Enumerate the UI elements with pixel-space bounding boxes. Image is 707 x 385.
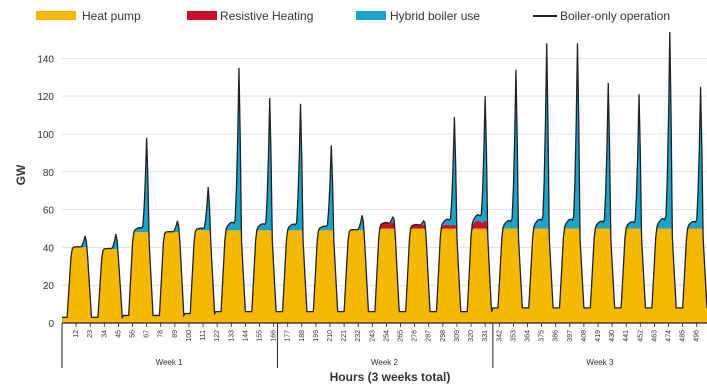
legend-label-boiler-only-operation: Boiler-only operation <box>560 9 670 23</box>
x-tick-label: 243 <box>369 330 376 342</box>
x-tick-label: 254 <box>383 330 390 342</box>
x-tick-label: 23 <box>87 330 94 338</box>
x-tick-label: 144 <box>242 330 249 342</box>
x-tick-label: 67 <box>144 330 151 338</box>
y-tick-label: 0 <box>48 319 54 330</box>
legend-label-hybrid-boiler-use: Hybrid boiler use <box>390 9 480 23</box>
legend-swatch-hybrid-boiler-use <box>356 11 386 20</box>
x-tick-label: 441 <box>623 330 630 342</box>
y-tick-labels: 0 20 40 60 80 100 120 140 <box>37 54 54 330</box>
y-tick-label: 100 <box>37 130 54 141</box>
x-tick-label: 364 <box>524 330 531 342</box>
x-tick-label: 232 <box>355 330 362 342</box>
legend-item-resistive-heating: Resistive Heating <box>187 9 313 23</box>
legend-item-heat-pump: Heat pump <box>36 9 141 23</box>
x-tick-label: 463 <box>651 330 658 342</box>
x-tick-labels: 12 23 34 45 56 67 78 89 100 111 122 133 … <box>73 330 701 342</box>
x-tick-label: 353 <box>510 330 517 342</box>
x-tick-label: 496 <box>694 330 701 342</box>
x-tick-label: 298 <box>440 330 447 342</box>
week-label-2: Week 2 <box>371 358 399 367</box>
x-tick-label: 485 <box>680 330 687 342</box>
y-tick-label: 60 <box>43 206 55 217</box>
legend-item-boiler-only-operation: Boiler-only operation <box>533 9 670 23</box>
x-tick-label: 100 <box>186 330 193 342</box>
week-labels: Week 1 Week 2 Week 3 <box>156 358 614 367</box>
x-tick-label: 397 <box>567 330 574 342</box>
x-tick-label: 12 <box>73 330 80 338</box>
week-label-1: Week 1 <box>156 358 184 367</box>
x-tick-label: 331 <box>482 330 489 342</box>
x-tick-label: 408 <box>581 330 588 342</box>
x-tick-label: 177 <box>285 330 292 342</box>
x-tick-label: 133 <box>228 330 235 342</box>
x-tick-label: 188 <box>299 330 306 342</box>
line-boiler-only-operation <box>62 31 707 320</box>
x-tick-label: 419 <box>595 330 602 342</box>
y-tick-label: 120 <box>37 92 54 103</box>
area-hybrid-boiler-use <box>62 33 707 318</box>
x-axis-title: Hours (3 weeks total) <box>330 370 451 384</box>
x-tick-label: 342 <box>496 330 503 342</box>
x-tick-label: 375 <box>539 330 546 342</box>
x-tick-label: 309 <box>454 330 461 342</box>
y-tick-label: 80 <box>43 168 55 179</box>
x-tick-label: 430 <box>609 330 616 342</box>
x-tick-label: 34 <box>101 330 108 338</box>
plot-areas <box>62 31 707 323</box>
x-tick-label: 210 <box>327 330 334 342</box>
legend-label-resistive-heating: Resistive Heating <box>220 9 313 23</box>
x-tick-label: 56 <box>130 330 137 338</box>
week-label-3: Week 3 <box>586 358 614 367</box>
area-heat-pump <box>62 228 707 323</box>
x-tick-label: 265 <box>398 330 405 342</box>
y-tick-label: 140 <box>37 54 54 65</box>
legend-swatch-resistive-heating <box>187 11 217 20</box>
legend-item-hybrid-boiler-use: Hybrid boiler use <box>356 9 480 23</box>
x-tick-label: 276 <box>412 330 419 342</box>
legend-swatch-heat-pump <box>36 11 76 20</box>
x-tick-label: 474 <box>666 330 673 342</box>
x-tick-label: 320 <box>468 330 475 342</box>
x-tick-label: 221 <box>341 330 348 342</box>
x-tick-label: 45 <box>115 330 122 338</box>
x-tick-label: 155 <box>256 330 263 342</box>
x-tick-label: 386 <box>553 330 560 342</box>
x-tick-label: 122 <box>214 330 221 342</box>
x-axis <box>61 322 707 368</box>
y-tick-label: 40 <box>43 243 55 254</box>
y-tick-label: 20 <box>43 281 55 292</box>
legend: Heat pump Resistive Heating Hybrid boile… <box>36 9 670 23</box>
x-tick-label: 78 <box>158 330 165 338</box>
x-tick-label: 199 <box>313 330 320 342</box>
x-tick-label: 452 <box>637 330 644 342</box>
x-tick-label: 287 <box>426 330 433 342</box>
y-axis-title: GW <box>14 164 28 185</box>
x-tick-label: 166 <box>271 330 278 342</box>
x-tick-label: 89 <box>172 330 179 338</box>
legend-label-heat-pump: Heat pump <box>82 9 141 23</box>
x-tick-label: 111 <box>200 330 207 341</box>
